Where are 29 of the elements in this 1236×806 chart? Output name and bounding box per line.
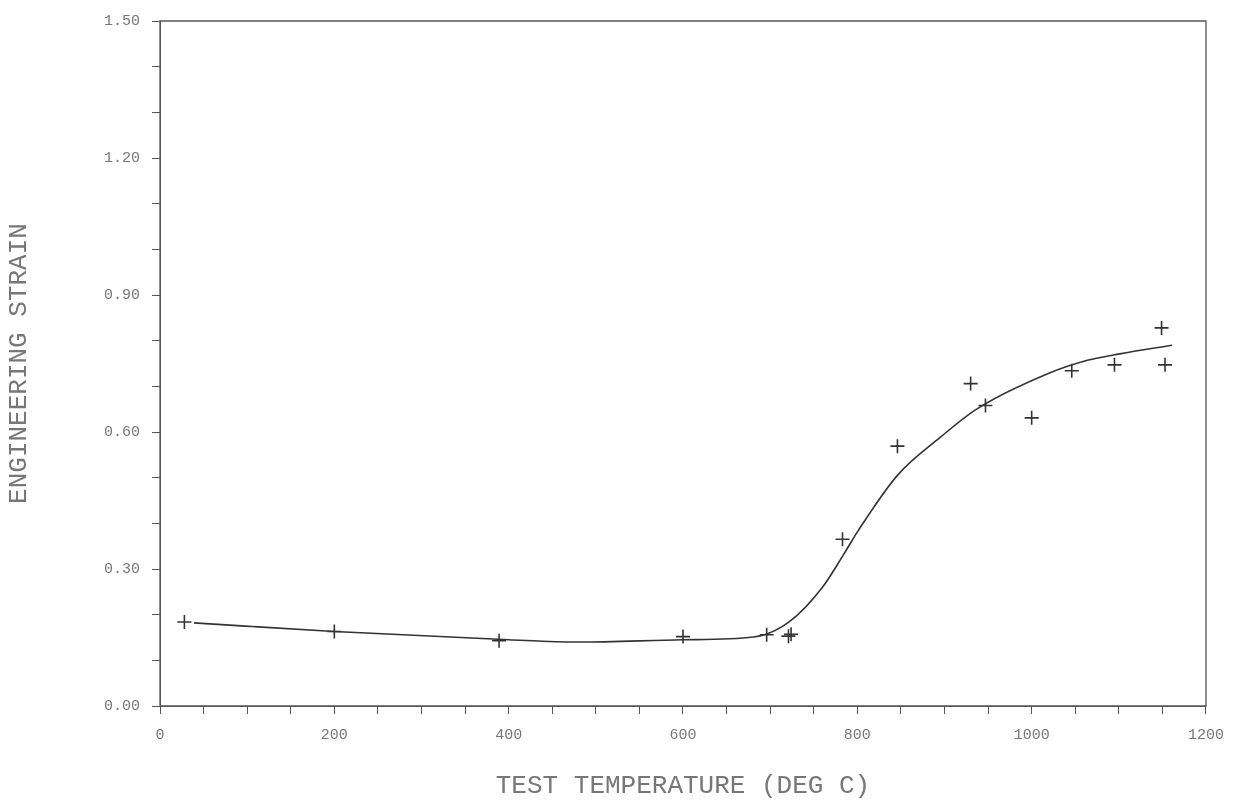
y-tick-label: 0.90 <box>103 286 140 304</box>
y-tick-label: 0.60 <box>103 423 140 441</box>
x-tick-label: 200 <box>320 726 348 744</box>
point <box>1106 357 1123 373</box>
point <box>962 375 979 392</box>
point <box>1153 320 1170 336</box>
point <box>834 531 851 548</box>
x-tick-label: 400 <box>495 726 523 744</box>
x-tick-label: 800 <box>843 726 871 744</box>
point <box>1157 357 1173 373</box>
x-tick-label: 600 <box>669 726 697 744</box>
x-tick-label: 1000 <box>1013 726 1050 744</box>
x-tick-label: 1200 <box>1187 726 1224 744</box>
point <box>176 614 193 630</box>
y-tick-label: 1.50 <box>103 12 140 30</box>
y-tick-label: 1.20 <box>103 149 140 167</box>
point <box>889 438 906 454</box>
point <box>758 626 775 643</box>
point <box>1023 410 1040 426</box>
x-tick-label: 0 <box>155 726 165 744</box>
y-tick-label: 0.30 <box>103 560 140 578</box>
point <box>977 397 994 414</box>
y-tick-label: 0.00 <box>103 697 140 715</box>
point <box>326 623 343 640</box>
x-axis-title: TEST TEMPERATURE (DEG C) <box>495 771 871 802</box>
point <box>491 632 507 649</box>
point <box>675 628 691 645</box>
y-axis-title: ENGINEERING STRAIN <box>4 223 35 504</box>
point <box>1063 363 1080 379</box>
